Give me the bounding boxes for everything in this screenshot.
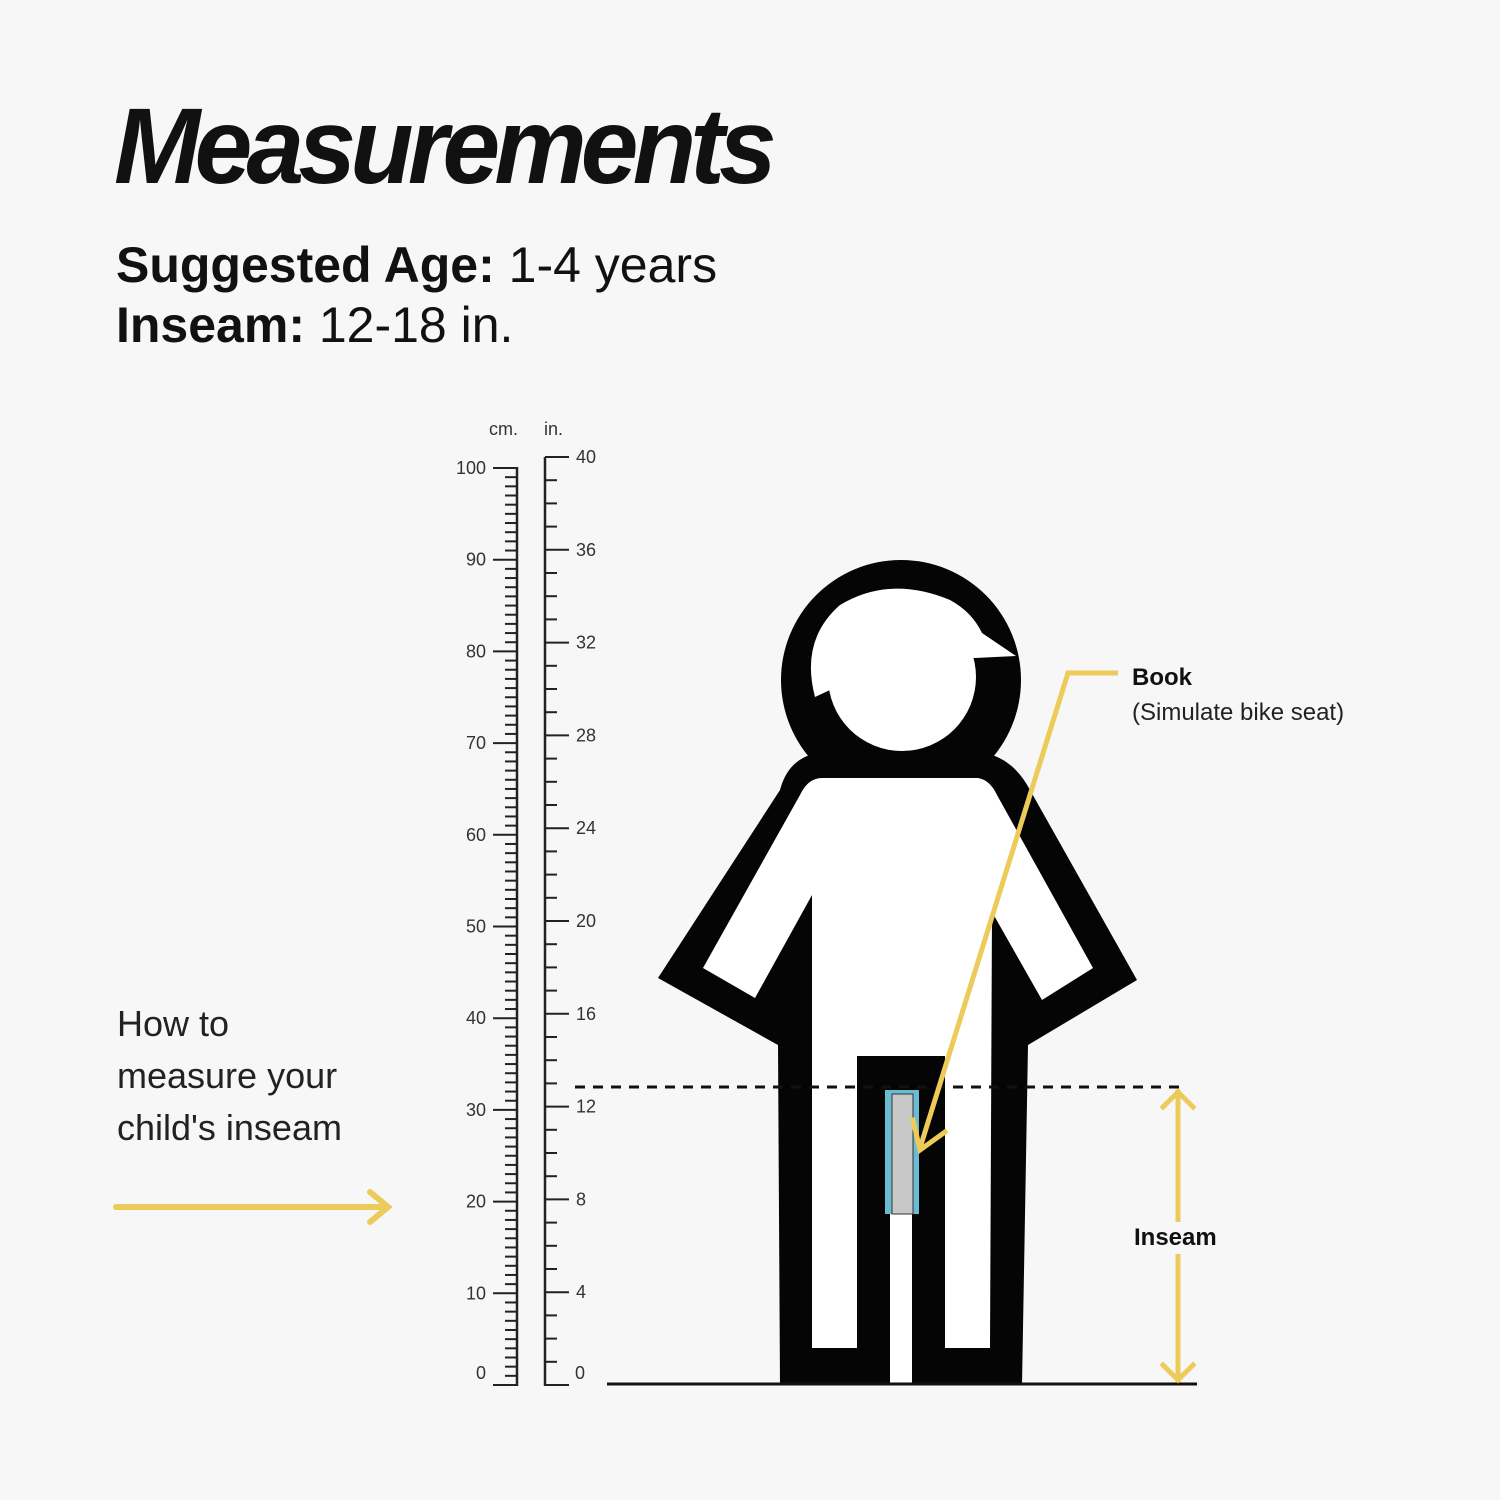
cm-tick-label: 40: [466, 1008, 486, 1028]
in-tick-label: 8: [576, 1189, 586, 1209]
in-tick-label: 20: [576, 911, 596, 931]
age-label: Suggested Age:: [116, 237, 495, 293]
in-tick-label: 40: [576, 447, 596, 467]
in-tick-label: 0: [575, 1363, 585, 1383]
book-label: Book: [1132, 664, 1192, 691]
body-fill: [703, 778, 1093, 1348]
in-tick-label: 12: [576, 1097, 596, 1117]
cm-tick-label: 80: [466, 641, 486, 661]
inseam-marker-label: Inseam: [1134, 1222, 1217, 1254]
leg-gap: [890, 1213, 912, 1385]
book-pages: [891, 1093, 914, 1215]
hair: [810, 588, 1016, 697]
how-to-line: How to: [117, 1003, 230, 1044]
how-to-text: How to measure your child's inseam: [117, 998, 342, 1154]
inseam-range: Inseam: 12-18 in.: [116, 300, 513, 350]
book-callout: Book (Simulate bike seat): [1132, 660, 1344, 730]
right-arrow-icon: [113, 1189, 393, 1225]
in-tick-label: 24: [576, 818, 596, 838]
cm-tick-label: 30: [466, 1100, 486, 1120]
in-tick-label: 4: [576, 1282, 586, 1302]
inseam-value: 12-18 in.: [304, 297, 514, 353]
in-tick-label: 32: [576, 633, 596, 653]
suggested-age: Suggested Age: 1-4 years: [116, 240, 717, 290]
inseam-label: Inseam:: [116, 297, 305, 353]
cm-tick-label: 90: [466, 550, 486, 570]
age-value: 1-4 years: [494, 237, 718, 293]
in-tick-label: 28: [576, 725, 596, 745]
cm-tick-label: 50: [466, 917, 486, 937]
in-unit-label: in.: [544, 419, 563, 439]
cm-tick-label: 20: [466, 1192, 486, 1212]
in-tick-label: 36: [576, 540, 596, 560]
how-to-line: child's inseam: [117, 1107, 342, 1148]
book-pointer-arrow: [909, 670, 1118, 1155]
child-figure: [658, 560, 1137, 1385]
cm-tick-label: 60: [466, 825, 486, 845]
cm-tick-label: 0: [476, 1363, 486, 1383]
page-title: Measurements: [114, 85, 777, 206]
cm-tick-label: 10: [466, 1283, 486, 1303]
height-ruler: cm. in. 0 10 20 30 40 50 60 70 80 90 100 0 4 8 12 16 20 2…: [456, 419, 596, 1386]
cm-unit-label: cm.: [489, 419, 518, 439]
cm-tick-label: 70: [466, 733, 486, 753]
how-to-line: measure your: [117, 1055, 338, 1096]
book-sublabel: (Simulate bike seat): [1132, 699, 1345, 726]
cm-tick-label: 100: [456, 458, 486, 478]
in-tick-label: 16: [576, 1004, 596, 1024]
